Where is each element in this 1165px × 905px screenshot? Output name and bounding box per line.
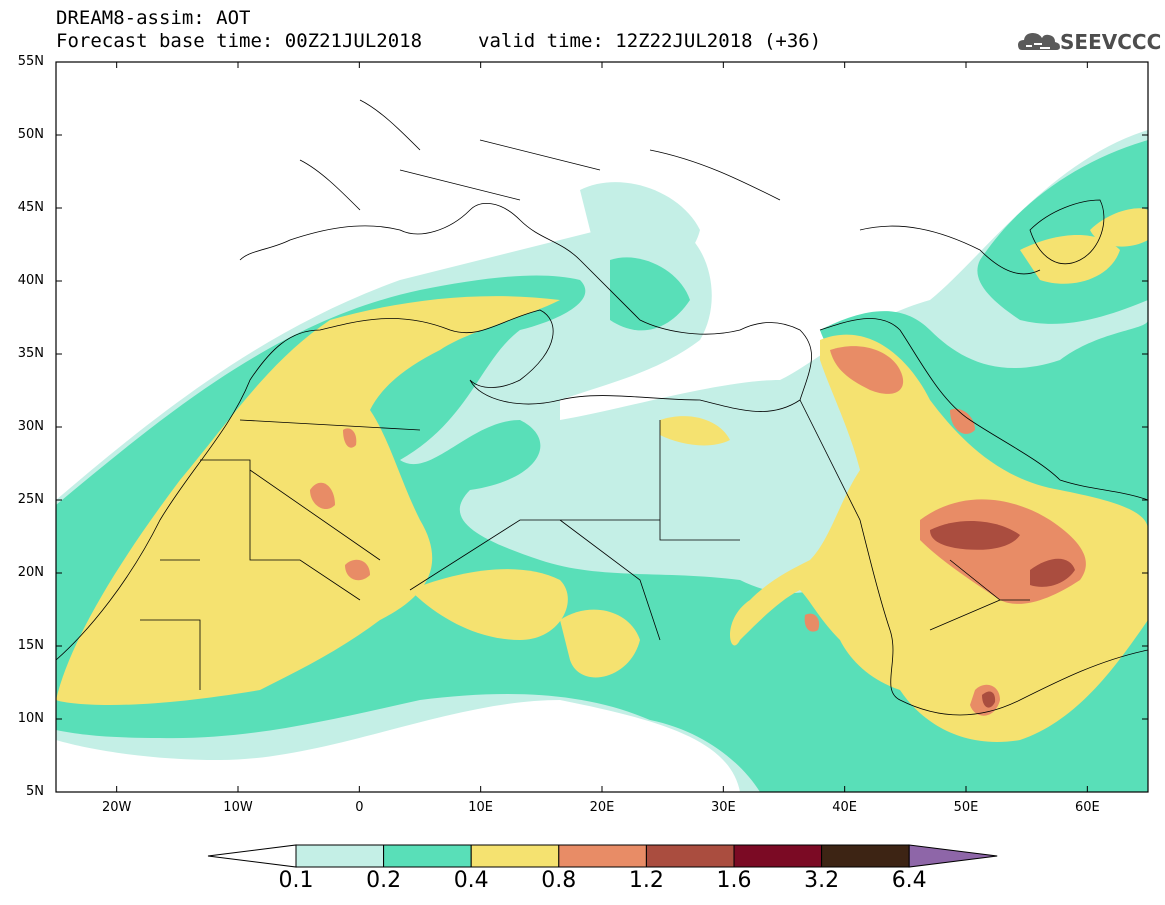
y-tick-label: 30N [17, 419, 44, 434]
y-tick-label: 10N [17, 711, 44, 726]
colorbar-label: 0.1 [278, 868, 314, 893]
y-tick-label: 50N [17, 127, 44, 142]
x-tick-label: 20E [589, 800, 615, 815]
x-tick-label: 20W [101, 800, 132, 815]
cloud-icon [1018, 33, 1060, 50]
colorbar-segment [470, 844, 560, 868]
colorbar [207, 844, 998, 868]
chart-title: DREAM8-assim: AOT [56, 7, 251, 29]
x-tick-label: 40E [832, 800, 858, 815]
colorbar-label: 0.2 [366, 868, 402, 893]
colorbar-label: 6.4 [891, 868, 927, 893]
x-tick-label: 0 [355, 800, 364, 815]
x-tick-label: 30E [710, 800, 736, 815]
colorbar-label: 1.2 [628, 868, 664, 893]
colorbar-segment [558, 844, 647, 868]
x-tick-label: 50E [953, 800, 979, 815]
colorbar-label: 0.8 [541, 868, 577, 893]
colorbar-segment [295, 844, 385, 868]
colorbar-label: 0.4 [453, 868, 489, 893]
valid-time: valid time: 12Z22JUL2018 (+36) [478, 30, 822, 52]
y-tick-label: 5N [26, 784, 44, 799]
y-tick-label: 25N [17, 492, 44, 507]
axis-ticks [56, 61, 1148, 793]
aot-level-1.2 [930, 520, 1075, 708]
colorbar-segment [821, 844, 910, 868]
y-tick-label: 15N [17, 638, 44, 653]
x-tick-label: 10W [223, 800, 253, 815]
y-tick-label: 20N [17, 565, 44, 580]
y-tick-label: 45N [17, 200, 44, 215]
x-tick-label: 10E [468, 800, 494, 815]
seevccc-logo: SEEVCCC [1060, 30, 1162, 54]
coastlines [56, 99, 1148, 716]
colorbar-segment [733, 844, 823, 868]
x-tick-label: 60E [1074, 800, 1100, 815]
colorbar-over-triangle [908, 844, 998, 868]
colorbar-label: 3.2 [804, 868, 840, 893]
colorbar-under-triangle [207, 844, 297, 868]
colorbar-segment [645, 844, 735, 868]
forecast-base-time: Forecast base time: 00Z21JUL2018 [56, 30, 423, 52]
colorbar-label: 1.6 [716, 868, 752, 893]
y-tick-label: 40N [17, 273, 44, 288]
y-tick-label: 55N [17, 54, 44, 69]
y-tick-label: 35N [17, 346, 44, 361]
colorbar-segment [383, 844, 472, 868]
